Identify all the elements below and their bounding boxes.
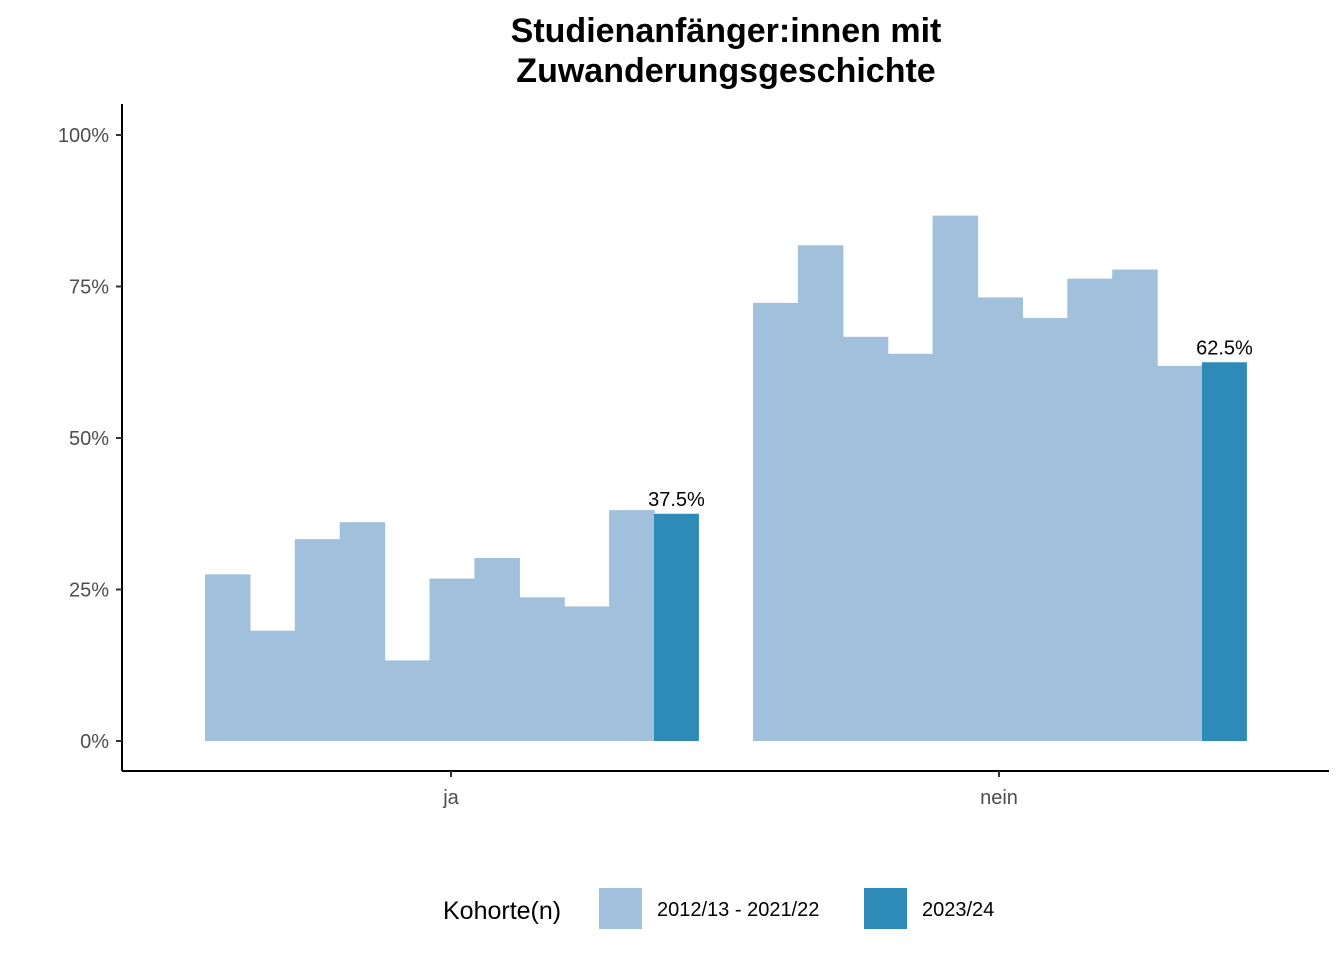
bar-history bbox=[519, 597, 565, 741]
bar-current bbox=[654, 513, 699, 741]
bar-history bbox=[609, 510, 655, 741]
y-tick-label: 50% bbox=[69, 428, 109, 450]
bar-history bbox=[429, 578, 475, 741]
legend: Kohorte(n) 2012/13 - 2021/22 2023/24 bbox=[443, 888, 994, 929]
bar-history bbox=[887, 353, 934, 741]
bar-history bbox=[339, 522, 386, 741]
bar-current bbox=[1202, 362, 1247, 741]
legend-label: 2012/13 - 2021/22 bbox=[657, 899, 819, 921]
bar-history bbox=[384, 660, 431, 741]
chart-title-line-2: Zuwanderungsgeschichte bbox=[516, 52, 935, 90]
x-tick-label: nein bbox=[980, 787, 1018, 809]
bar-history bbox=[1157, 365, 1203, 741]
bar-history bbox=[932, 215, 979, 741]
y-tick-label: 100% bbox=[58, 125, 109, 147]
y-tick-label: 75% bbox=[69, 277, 109, 299]
bar-history bbox=[753, 302, 799, 741]
bar-history bbox=[1112, 269, 1158, 741]
y-tick-label: 0% bbox=[80, 731, 109, 753]
bar-history bbox=[249, 630, 296, 741]
legend-title: Kohorte(n) bbox=[443, 897, 561, 925]
y-tick-label: 25% bbox=[69, 580, 109, 602]
bar-history bbox=[294, 539, 341, 741]
bar-history bbox=[474, 557, 520, 741]
bar-history bbox=[977, 297, 1023, 741]
data-label: 62.5% bbox=[1196, 337, 1253, 359]
chart-title-line-1: Studienanfänger:innen mit bbox=[511, 12, 942, 50]
bar-history bbox=[1067, 278, 1113, 741]
bar-history bbox=[797, 245, 844, 742]
data-label: 37.5% bbox=[648, 489, 705, 511]
plot-area: 0% 25% 50% 75% 100% 37.5% ja 62.5% nein bbox=[58, 104, 1329, 809]
bar-history bbox=[1022, 318, 1068, 741]
bar-history bbox=[564, 606, 610, 741]
bar-history bbox=[842, 336, 889, 741]
x-tick-label: ja bbox=[442, 787, 459, 809]
bar-history bbox=[205, 574, 251, 741]
legend-swatch bbox=[864, 888, 907, 929]
legend-swatch bbox=[599, 888, 642, 929]
legend-label: 2023/24 bbox=[922, 899, 994, 921]
